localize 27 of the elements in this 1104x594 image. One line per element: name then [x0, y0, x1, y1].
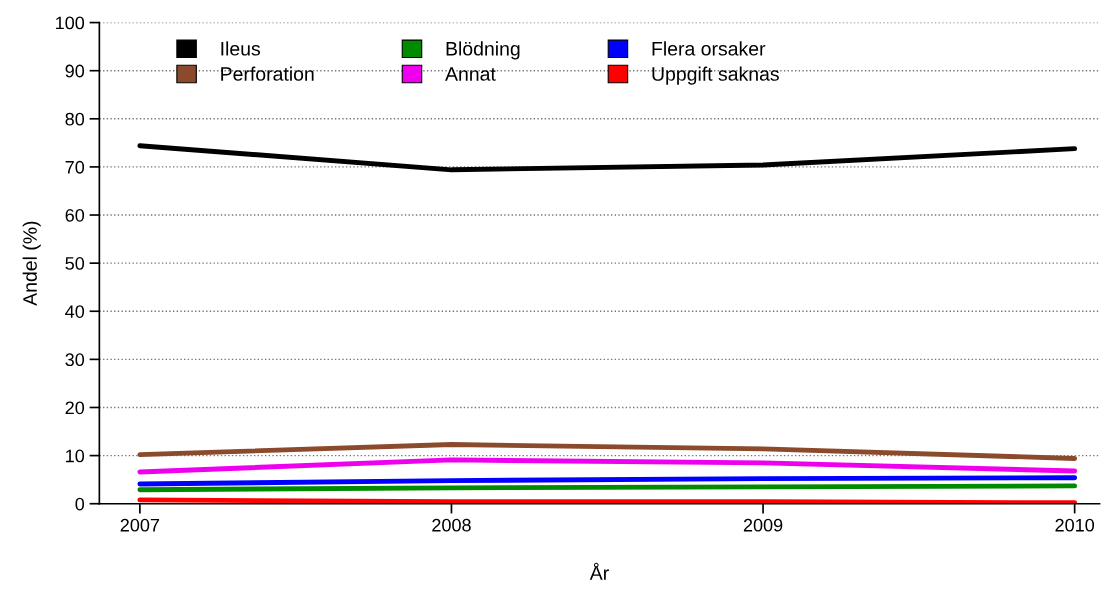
line-series [137, 457, 1078, 475]
y-tick-label: 0 [75, 497, 85, 511]
y-tick-label: 40 [65, 305, 85, 318]
line-series [137, 143, 1078, 173]
legend-label: Uppgift saknas [652, 66, 779, 85]
x-tick-label: 2008 [432, 518, 471, 532]
y-tick-label: 100 [56, 16, 85, 30]
x-tick-label: 2007 [120, 518, 160, 532]
y-tick-label: 50 [65, 257, 85, 270]
line-series [137, 442, 1078, 461]
y-tick-label: 20 [65, 401, 85, 415]
legend-label: Annat [445, 67, 496, 81]
y-tick-label: 90 [65, 64, 85, 78]
legend-label: Ileus [221, 41, 261, 56]
y-tick-label: 10 [66, 449, 85, 463]
legend-label: Blödning [446, 41, 520, 60]
x-tick-label: 2010 [1055, 518, 1095, 532]
y-tick-label: 30 [65, 353, 85, 367]
y-tick-label: 70 [65, 160, 85, 174]
y-axis-title: Andel (%) [22, 221, 41, 306]
x-tick-label: 2009 [743, 518, 783, 532]
y-tick-label: 80 [65, 112, 85, 126]
line-series [137, 475, 1078, 487]
legend-label: Perforation [221, 66, 314, 81]
y-tick-label: 60 [65, 208, 85, 222]
x-axis-title: År [589, 562, 609, 580]
legend-label: Flera orsaker [652, 41, 766, 56]
